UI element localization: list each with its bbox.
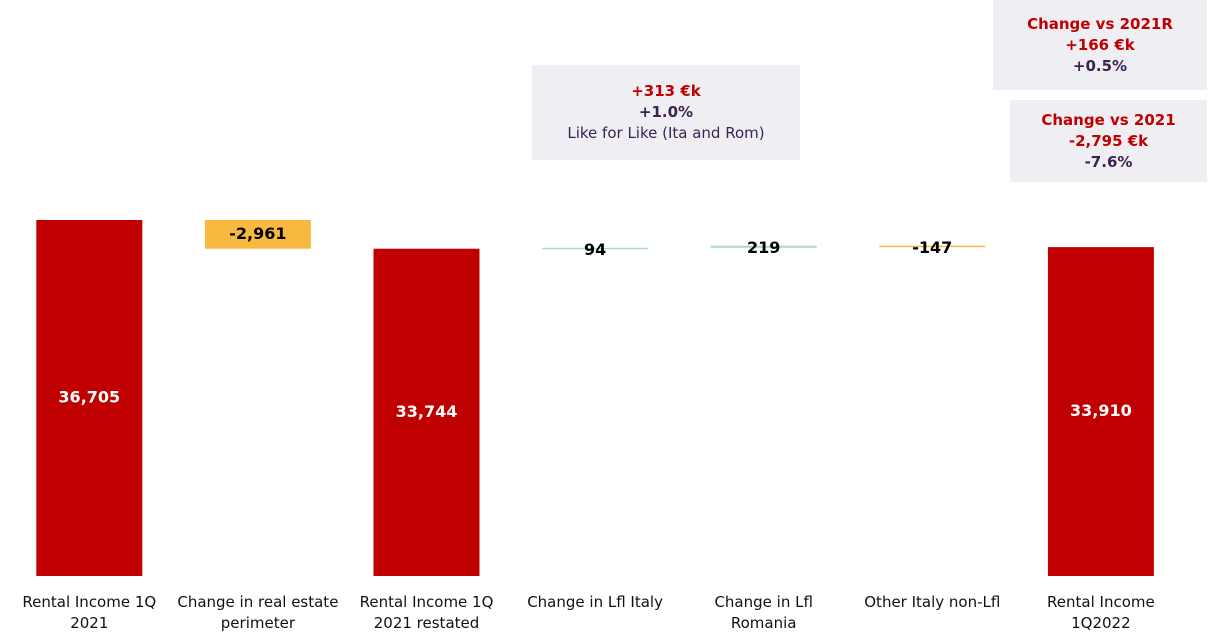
annotation-line: Change vs 2021R (1027, 14, 1173, 33)
value-label: 36,705 (58, 388, 120, 407)
x-tick-label: Rental Income 1Q2022 (1047, 593, 1155, 632)
bar (710, 245, 817, 248)
bar (373, 248, 480, 576)
value-label: -147 (912, 238, 952, 257)
x-tick-label: Rental Income 1Q 2021 (22, 593, 157, 632)
annotation-line: +166 €k (1065, 35, 1135, 54)
value-label: -2,961 (229, 224, 286, 243)
bar (1047, 247, 1154, 576)
bar (36, 220, 143, 576)
value-label: 33,910 (1070, 401, 1132, 420)
x-tick-label: Change in Lfl Italy (527, 593, 663, 611)
bar (542, 247, 649, 250)
annotation-box: Change vs 2021 -2,795 €k -7.6% (1010, 100, 1207, 182)
bar (204, 220, 311, 249)
annotation-line: +0.5% (1072, 56, 1128, 75)
x-tick-label: Change in real estate perimeter (177, 593, 339, 632)
annotation-line: +1.0% (638, 103, 694, 121)
annotation-box: Change vs 2021R +166 €k +0.5% (993, 0, 1207, 90)
annotation-line: -2,795 €k (1068, 131, 1149, 150)
annotation-line: Change vs 2021 (1041, 110, 1176, 129)
annotation-line: +313 €k (631, 82, 701, 100)
annotation-line: -7.6% (1084, 152, 1133, 171)
x-tick-label: Change in Lfl Romania (714, 593, 813, 632)
x-tick-label: Rental Income 1Q 2021 restated (359, 593, 494, 632)
x-tick-label: Other Italy non-Lfl (864, 593, 1001, 611)
annotation-box: +313 €k +1.0% Like for Like (Ita and Rom) (532, 65, 800, 160)
value-label: 219 (747, 238, 780, 257)
value-label: 94 (584, 240, 606, 259)
bar (879, 245, 986, 248)
value-label: 33,744 (396, 402, 458, 421)
annotation-line: Like for Like (Ita and Rom) (567, 124, 765, 142)
